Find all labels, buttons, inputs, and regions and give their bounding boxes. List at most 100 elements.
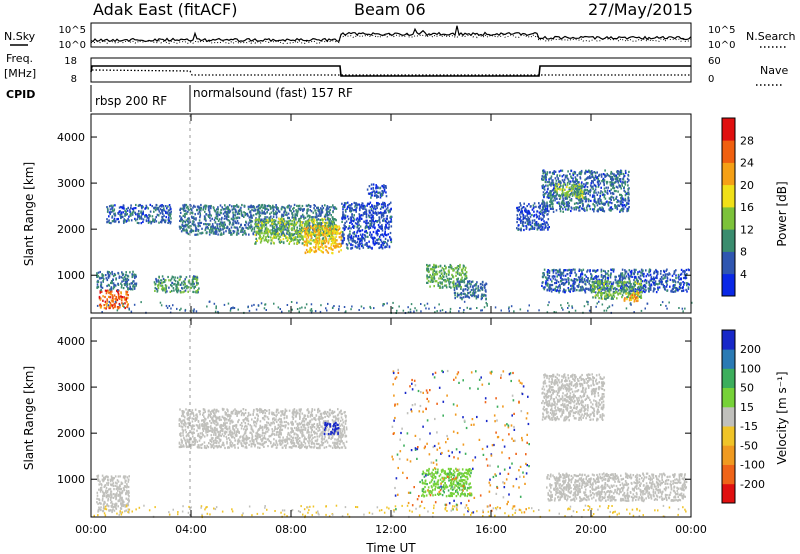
data-cell [117,289,119,292]
data-cell [545,178,547,181]
data-cell [315,225,317,228]
data-cell [122,211,124,214]
data-cell [161,285,164,288]
data-cell [371,194,373,197]
data-cell [558,202,561,205]
data-cell [657,283,659,286]
data-cell [330,243,333,246]
data-cell [128,219,130,222]
data-cell [235,217,237,220]
data-cell [444,267,447,270]
data-cell [368,185,371,188]
data-cell [567,190,569,194]
data-cell [369,222,371,225]
data-cell [586,209,588,212]
data-cell [592,181,594,184]
data-cell [458,280,460,283]
data-cell [271,229,273,232]
data-cell [108,205,111,208]
data-cell [323,239,325,242]
data-cell [356,203,359,206]
data-cell [283,206,286,209]
data-cell [603,187,606,190]
data-cell [288,242,290,245]
data-cell [217,233,219,236]
data-cell [240,206,242,209]
data-cell [481,281,484,284]
data-cell [589,191,591,194]
data-cell [177,287,179,290]
data-cell [238,209,241,213]
data-cell [435,265,438,268]
data-cell [236,231,238,234]
data-cell [198,287,200,290]
data-cell [481,296,483,300]
data-cell [688,269,690,272]
data-cell [96,275,99,278]
data-cell [329,212,331,215]
data-cell [653,287,655,290]
data-cell [257,220,260,223]
data-cell [273,236,276,239]
data-cell [315,213,318,216]
data-cell [194,205,196,208]
data-cell [336,231,339,234]
data-cell [611,183,613,186]
data-cell [253,230,256,233]
data-cell [108,271,110,274]
data-cell [324,222,326,225]
data-cell [624,194,627,197]
data-cell [162,204,165,208]
data-cell [577,181,579,184]
data-cell [346,246,348,249]
data-cell [193,282,195,285]
data-cell [287,229,290,232]
data-cell [129,214,131,217]
data-cell [533,210,535,213]
data-cell [342,208,344,211]
data-cell [606,191,608,195]
data-cell [588,279,591,283]
data-cell [327,242,330,245]
data-cell [321,204,324,208]
data-cell [390,225,393,228]
data-cell [124,306,126,310]
data-cell [612,185,615,188]
data-cell [363,207,365,210]
data-cell [602,173,605,176]
data-cell [110,204,112,207]
data-cell [597,182,599,186]
data-cell [528,203,530,206]
data-cell [566,269,569,272]
data-cell [296,214,298,217]
data-cell [535,213,538,216]
data-cell [336,239,338,242]
data-cell [192,285,194,288]
power-data [96,169,693,314]
data-cell [117,217,119,221]
data-cell [564,197,566,200]
data-cell [130,287,133,290]
data-cell [312,211,315,214]
data-cell [526,204,528,208]
data-cell [232,216,234,219]
data-cell [580,169,583,173]
data-cell [445,284,448,287]
data-cell [439,265,442,268]
data-cell [630,270,633,273]
data-cell [562,207,564,210]
data-cell [368,209,370,212]
data-cell [358,245,360,248]
data-cell [343,237,346,240]
data-cell [617,190,619,193]
freq-unit-label: [MHz] [4,67,36,80]
data-cell [646,273,649,276]
data-cell [439,282,442,285]
data-cell [232,230,235,233]
data-cell [183,280,186,283]
data-cell [224,210,227,213]
data-cell [102,295,104,298]
data-cell [235,233,238,236]
freq-left-top-tick: 18 [64,56,77,67]
data-cell [384,246,386,249]
